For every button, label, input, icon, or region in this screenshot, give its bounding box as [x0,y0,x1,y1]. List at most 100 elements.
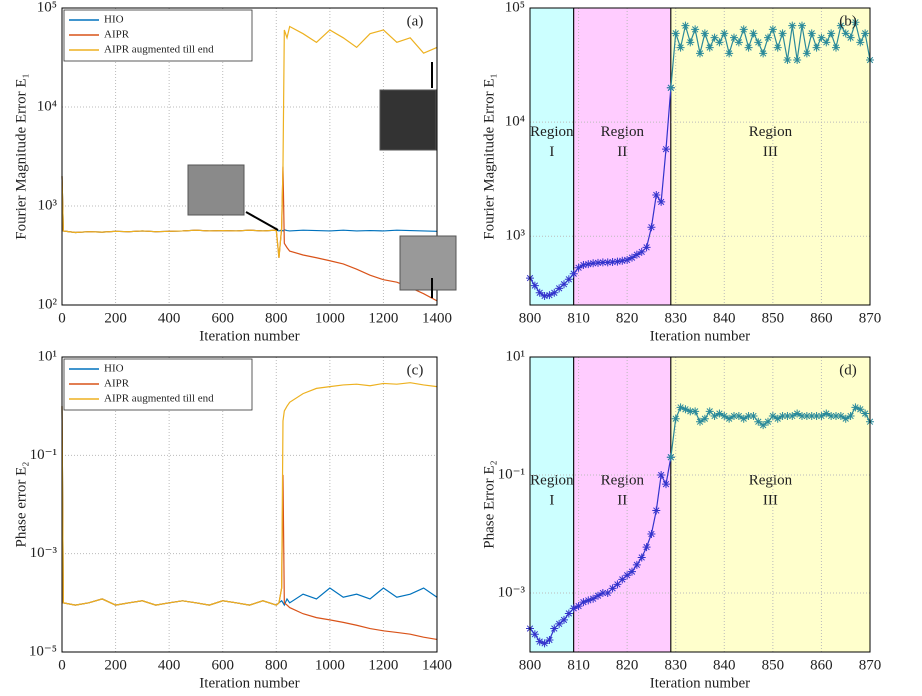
marker [812,412,821,420]
marker [788,412,797,420]
marker [851,18,860,27]
marker [603,258,612,267]
x-tick-label: 800 [519,657,542,673]
region-label: I [549,144,554,160]
marker [846,33,855,42]
axes-box [61,7,438,306]
marker [637,553,646,562]
legend: HIO AIPR AIPR augmented till end [63,9,253,62]
inset-image [187,164,245,216]
legend-label: AIPR augmented till end [104,393,214,405]
marker [705,43,714,52]
marker [569,269,578,278]
y-axis-label: Fourier Magnitude Error E₁ [13,73,29,239]
marker [671,29,680,38]
marker [632,560,641,569]
panel: Region I Region II Region III 10⁻³ 10⁻¹ 10¹ 800 81… [481,348,881,691]
x-tick-label: 800 [519,310,542,326]
marker [710,33,719,42]
marker [841,29,850,38]
x-tick-label: 400 [158,310,181,326]
x-tick-label: 820 [616,310,639,326]
marker [569,604,578,613]
marker [710,412,719,420]
marker [822,409,831,418]
marker [608,584,617,593]
marker [540,291,549,300]
x-tick-label: 600 [211,657,234,673]
marker [594,258,602,267]
marker [564,275,573,284]
marker [574,263,583,272]
marker [662,145,670,154]
marker [841,414,850,423]
marker [589,594,598,603]
marker [623,571,632,580]
marker [783,56,792,65]
marker [535,288,544,297]
y-axis-label: Fourier Magnitude Error E₁ [481,73,497,239]
marker [666,83,675,92]
x-tick-label: 1200 [368,657,398,673]
marker [623,255,632,264]
marker [734,412,743,420]
x-tick-label: 840 [713,310,736,326]
marker [861,409,870,418]
marker [550,288,559,297]
marker [836,412,845,420]
y-tick-label: 10⁴ [37,98,57,114]
marker [798,412,806,420]
marker [642,543,651,552]
region-label: Region [749,472,793,488]
panel-label: (d) [839,362,857,378]
x-axis-label: Iteration number [199,675,299,691]
region-label: I [549,492,554,508]
marker [637,247,646,256]
marker [686,38,695,47]
y-tick-label: 10⁻³ [498,584,526,600]
marker [827,29,836,38]
marker [749,412,758,420]
marker [802,412,811,420]
marker [734,38,743,47]
marker [793,56,802,65]
series-line [529,457,672,645]
legend-label: AIPR [104,378,130,390]
x-tick-label: 1000 [315,310,345,326]
marker [817,33,826,42]
region-label: Region [749,124,793,140]
x-tick-label: 1400 [422,657,452,673]
region-label: Region [601,472,645,488]
region [670,7,871,306]
region-label: Region [530,124,574,140]
marker [846,412,855,420]
legend-label: AIPR augmented till end [104,44,214,56]
y-tick-label: 10⁻¹ [498,466,525,482]
x-tick-label: 820 [616,657,639,673]
marker [642,243,651,252]
x-tick-label: 870 [859,310,882,326]
marker [564,609,573,618]
marker [657,197,666,206]
marker [754,417,763,426]
marker [812,43,821,52]
marker [545,635,554,644]
marker [589,259,598,268]
marker [754,38,763,47]
marker [749,29,758,38]
marker [832,412,840,420]
y-tick-label: 10³ [506,228,526,244]
marker [856,38,865,47]
region [573,7,672,306]
series-line [670,20,871,88]
legend: HIO AIPR AIPR augmented till end [63,358,253,411]
marker [666,453,675,462]
marker [705,407,714,416]
marker [535,637,544,646]
marker [594,591,602,600]
marker [676,43,685,52]
marker [628,567,636,576]
panel-label: (c) [407,362,424,378]
x-tick-label: 860 [810,657,833,673]
